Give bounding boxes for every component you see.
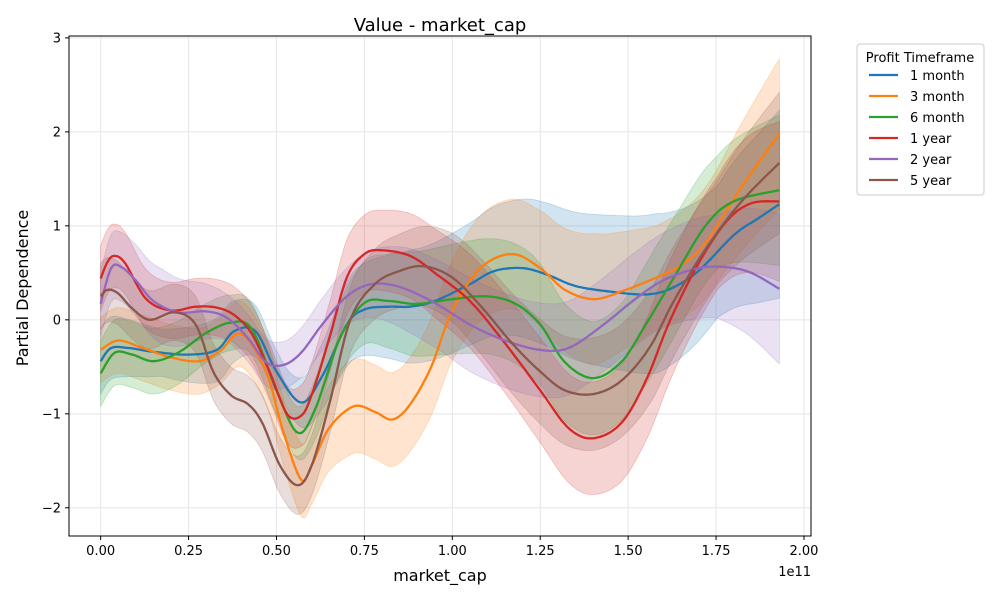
confidence-band-2-year [100,207,780,399]
confidence-band-5-year [100,91,780,515]
x-tick-label: 1.00 [438,544,467,559]
legend-label: 1 month [910,69,965,84]
y-tick-label: −2 [42,501,61,516]
x-tick-label: 0.50 [262,544,291,559]
legend-label: 5 year [910,174,952,189]
y-tick-label: 1 [53,219,61,234]
series-line-1-month [99,203,781,404]
x-tick-label: 1.75 [702,544,731,559]
confidence-band-3-month [100,57,780,519]
x-axis-title: market_cap [393,566,487,586]
y-tick-label: −1 [42,407,61,422]
confidence-band-1-year [100,120,780,495]
series-line-6-month [99,188,780,435]
y-tick-label: 0 [53,313,61,328]
legend-label: 1 year [910,132,952,147]
y-axis-ticks: −2 −1 0 1 2 3 [42,31,69,516]
legend-items: 1 month 3 month 6 month 1 year 2 year 5 year [869,69,965,189]
confidence-bands [100,57,780,519]
x-tick-label: 1.25 [526,544,555,559]
chart-title: Value - market_cap [354,15,527,36]
legend-label: 2 year [910,153,952,168]
x-tick-label: 2.00 [789,544,818,559]
x-tick-label: 1.50 [614,544,643,559]
x-axis-ticks: 0.00 0.25 0.50 0.75 1.00 1.25 1.50 1.75 2.00 [86,536,818,559]
plot-frame [68,35,812,537]
x-offset-text: 1e11 [778,565,811,580]
x-tick-label: 0.75 [350,544,379,559]
series-lines [99,133,781,487]
series-line-2-year [99,263,780,368]
series-line-3-month [100,133,781,483]
y-tick-label: 2 [53,125,61,140]
y-tick-label: 3 [53,31,61,46]
legend-frame [856,43,985,196]
y-axis-title: Partial Dependence [13,210,32,366]
x-tick-label: 0.00 [86,544,115,559]
legend-title: Profit Timeframe [866,51,974,66]
legend-label: 6 month [910,111,965,126]
x-tick-label: 0.25 [174,544,203,559]
confidence-band-1-month [100,109,780,429]
legend-label: 3 month [910,90,965,105]
series-line-5-year [99,162,781,487]
